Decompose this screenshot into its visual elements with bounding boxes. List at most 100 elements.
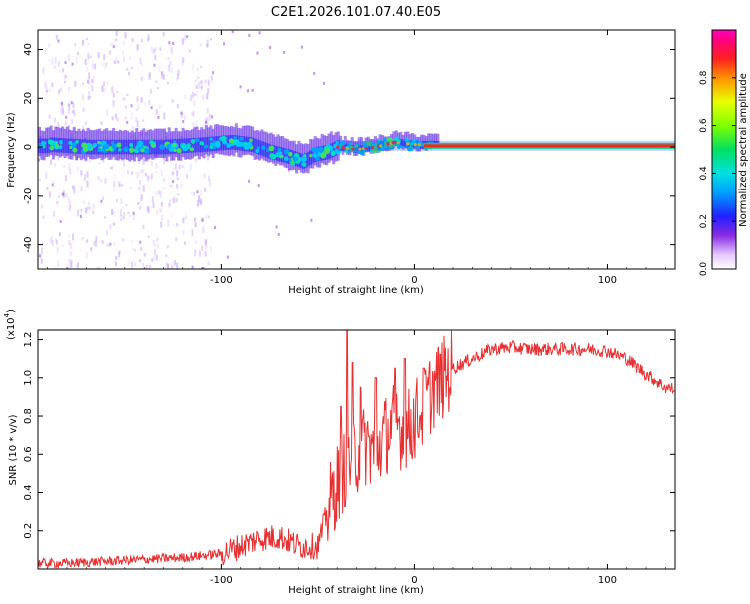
noise-speck [138,186,141,191]
ridge-mid [68,138,72,154]
snr-spike-point [352,361,354,364]
noise-speck [160,169,163,177]
noise-speck [41,241,44,245]
ridge-blob [72,147,78,153]
ridge-blob [228,138,234,144]
noise-speck [200,80,203,84]
ridge-blob [233,136,238,140]
noise-speck [88,206,91,211]
noise-speck [140,63,143,66]
noise-speck [77,209,80,217]
noise-speck [182,165,185,169]
snr-ytick-label: 0.4 [23,485,34,501]
ridge-mid [218,135,222,151]
noise-speck [189,163,192,171]
ridge-blob [195,138,200,143]
noise-speck [231,30,234,34]
ridge-blob [279,154,284,159]
noise-speck [86,206,89,213]
noise-speck [61,108,64,116]
noise-speck [65,115,68,119]
noise-speck [82,200,85,204]
noise-speck [90,247,93,253]
noise-speck [130,239,133,243]
ridge-mid [75,139,79,154]
noise-speck [72,102,75,108]
noise-speck [191,265,194,269]
noise-speck [147,175,150,180]
ridge-blob [365,140,372,147]
ridge-blob [49,145,55,151]
noise-speck [104,216,107,219]
noise-speck [136,172,139,179]
noise-speck [68,125,71,132]
noise-speck [39,178,42,182]
noise-speck [155,170,158,174]
noise-speck [194,249,197,257]
ridge-blob [277,147,282,152]
noise-speck [283,50,286,54]
ridge-mid [176,138,180,154]
noise-speck [205,244,208,250]
noise-speck [141,169,144,174]
noise-speck [87,53,90,60]
noise-speck [150,46,153,52]
noise-speck [156,108,159,115]
noise-speck [211,115,214,119]
ridge-blob [172,142,177,147]
spectrogram-panel: -100 0 100 -40 -20 0 20 40 Height of straight l… [6,29,676,296]
noise-speck [194,158,197,161]
noise-speck [140,96,143,103]
noise-speck [127,259,130,266]
noise-speck [194,222,197,227]
noise-speck [172,180,175,184]
noise-speck [159,191,162,198]
noise-speck [147,157,150,163]
noise-speck [195,158,198,164]
noise-speck [167,263,170,269]
noise-speck [113,60,116,64]
ridge-mid [202,137,206,152]
noise-speck [181,37,184,45]
noise-speck [57,60,60,67]
ridge-blob [301,156,307,162]
ridge-hotspot [406,142,410,146]
noise-speck [200,86,203,90]
noise-speck [45,89,48,93]
noise-speck [87,95,90,100]
noise-speck [162,73,165,80]
ridge-mid [359,145,363,153]
ridge-blob [249,138,253,143]
noise-speck [207,88,210,95]
ridge-outer [427,133,431,148]
noise-speck [63,165,66,168]
ridge-blob [58,139,63,144]
noise-speck [54,57,57,65]
noise-speck [118,250,121,255]
ridge-blob [209,145,213,150]
spectrogram-ytick-label: 40 [23,43,34,56]
noise-speck [203,173,206,178]
noise-speck [45,172,48,180]
noise-speck [56,201,59,204]
noise-speck [176,177,179,180]
ridge-blob [98,143,102,148]
ridge-blob [406,146,412,152]
ridge-blob [129,147,135,153]
noise-speck [97,52,100,58]
noise-speck [135,108,138,112]
noise-speck [48,43,51,48]
noise-speck [163,178,166,182]
colorbar-tick-label: 0.4 [699,166,709,181]
noise-speck [209,38,212,41]
noise-speck [156,87,159,90]
noise-speck [91,85,94,92]
noise-speck [105,62,108,67]
noise-speck [120,198,123,205]
noise-speck [140,76,143,81]
noise-speck [188,49,191,53]
noise-speck [90,247,93,250]
ridge-blob [276,150,283,157]
noise-speck [170,184,173,188]
noise-speck [100,199,103,203]
